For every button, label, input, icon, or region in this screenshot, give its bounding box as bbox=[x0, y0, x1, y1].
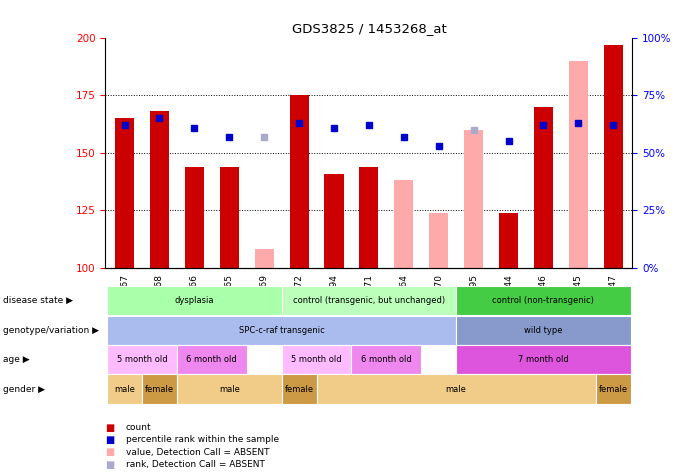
Text: 5 month old: 5 month old bbox=[117, 356, 167, 364]
Text: male: male bbox=[445, 385, 466, 393]
Text: disease state ▶: disease state ▶ bbox=[3, 296, 73, 305]
Bar bbox=[150, 111, 169, 268]
Bar bbox=[359, 167, 379, 268]
Bar bbox=[115, 118, 134, 268]
Text: value, Detection Call = ABSENT: value, Detection Call = ABSENT bbox=[126, 448, 269, 456]
Bar bbox=[429, 213, 448, 268]
Bar bbox=[464, 130, 483, 268]
Text: 6 month old: 6 month old bbox=[361, 356, 411, 364]
Text: male: male bbox=[219, 385, 240, 393]
Text: rank, Detection Call = ABSENT: rank, Detection Call = ABSENT bbox=[126, 460, 265, 469]
Text: female: female bbox=[284, 385, 313, 393]
Text: ■: ■ bbox=[105, 447, 115, 457]
Text: male: male bbox=[114, 385, 135, 393]
Text: 5 month old: 5 month old bbox=[291, 356, 342, 364]
Bar bbox=[499, 213, 518, 268]
Text: 6 month old: 6 month old bbox=[186, 356, 237, 364]
Bar bbox=[604, 45, 623, 268]
Text: ■: ■ bbox=[105, 435, 115, 445]
Text: female: female bbox=[145, 385, 174, 393]
Text: ■: ■ bbox=[105, 422, 115, 433]
Text: wild type: wild type bbox=[524, 326, 562, 335]
Text: control (non-transgenic): control (non-transgenic) bbox=[492, 296, 594, 305]
Text: 7 month old: 7 month old bbox=[518, 356, 568, 364]
Title: GDS3825 / 1453268_at: GDS3825 / 1453268_at bbox=[292, 22, 446, 36]
Text: age ▶: age ▶ bbox=[3, 356, 30, 364]
Text: control (transgenic, but unchanged): control (transgenic, but unchanged) bbox=[293, 296, 445, 305]
Bar bbox=[220, 167, 239, 268]
Bar bbox=[254, 249, 274, 268]
Text: SPC-c-raf transgenic: SPC-c-raf transgenic bbox=[239, 326, 324, 335]
Text: percentile rank within the sample: percentile rank within the sample bbox=[126, 436, 279, 444]
Text: gender ▶: gender ▶ bbox=[3, 385, 46, 393]
Text: dysplasia: dysplasia bbox=[175, 296, 214, 305]
Bar bbox=[290, 95, 309, 268]
Bar bbox=[534, 107, 553, 268]
Text: ■: ■ bbox=[105, 459, 115, 470]
Bar bbox=[185, 167, 204, 268]
Text: genotype/variation ▶: genotype/variation ▶ bbox=[3, 326, 99, 335]
Bar bbox=[568, 61, 588, 268]
Text: female: female bbox=[598, 385, 628, 393]
Bar bbox=[394, 181, 413, 268]
Text: count: count bbox=[126, 423, 152, 432]
Bar bbox=[324, 173, 343, 268]
